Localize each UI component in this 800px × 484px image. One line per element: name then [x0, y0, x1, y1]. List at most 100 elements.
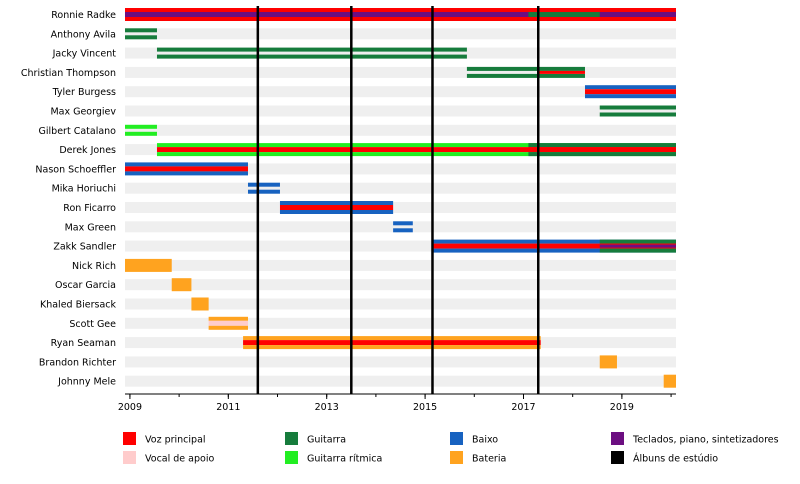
legend-label: Álbuns de estúdio — [633, 453, 718, 465]
member-name: Tyler Burgess — [52, 87, 116, 98]
member-name: Anthony Avila — [51, 29, 116, 40]
span-stripe-middle — [125, 166, 248, 172]
member-name: Oscar Garcia — [55, 280, 116, 291]
member-span — [466, 66, 585, 78]
legend-swatch — [611, 451, 624, 464]
member-span — [599, 244, 676, 248]
member-span — [279, 201, 394, 214]
legend-label: Voz principal — [145, 435, 206, 446]
span-bar — [663, 374, 676, 388]
span-stripe-top — [466, 66, 585, 71]
legend-item: Voz principal — [123, 432, 206, 446]
member-span — [125, 258, 172, 272]
span-stripe-thin — [538, 70, 585, 74]
span-stripe-top — [125, 8, 676, 12]
span-stripe-middle — [208, 320, 248, 326]
member-span — [191, 297, 209, 311]
span-stripe-top — [156, 143, 677, 148]
legend-swatch — [450, 451, 463, 464]
member-span — [208, 316, 248, 330]
row-band — [125, 298, 676, 310]
x-axis: 2009 2011 2013 2015 2017 2019 — [118, 393, 676, 413]
span-stripe-middle — [584, 89, 676, 95]
row-band — [125, 317, 676, 329]
row-band — [125, 124, 676, 136]
member-name: Derek Jones — [59, 145, 116, 156]
row-band — [125, 86, 676, 98]
member-span — [125, 8, 676, 21]
album-line — [350, 6, 353, 394]
legend-label: Bateria — [472, 454, 506, 465]
span-stripe-middle — [528, 12, 600, 17]
legend-label: Guitarra rítmica — [307, 454, 382, 465]
span-bar — [191, 297, 209, 311]
span-stripe-top — [125, 28, 157, 33]
member-name: Johnny Mele — [57, 377, 116, 388]
span-stripe-bottom — [466, 73, 585, 78]
legend-item: Baixo — [450, 432, 498, 446]
row-band — [125, 221, 676, 233]
row-band — [125, 28, 676, 40]
legend-item: Teclados, piano, sintetizadores — [611, 432, 779, 446]
member-name: Jacky Vincent — [52, 49, 117, 60]
legend-item: Guitarra rítmica — [285, 451, 382, 465]
row-band — [125, 47, 676, 59]
legend-label: Vocal de apoio — [145, 454, 214, 465]
member-span — [125, 28, 157, 40]
member-name: Khaled Biersack — [40, 300, 117, 311]
album-line — [256, 6, 260, 394]
legend-swatch — [450, 432, 463, 445]
member-span — [599, 105, 676, 117]
row-band — [125, 375, 676, 387]
span-stripe-bottom — [599, 248, 676, 253]
legend-item: Álbuns de estúdio — [611, 451, 718, 465]
legend-label: Teclados, piano, sintetizadores — [632, 435, 779, 446]
span-stripe-top — [599, 239, 676, 244]
row-band — [125, 105, 676, 117]
span-bar — [599, 355, 617, 369]
legend-swatch — [123, 432, 136, 445]
legend-swatch — [611, 432, 624, 445]
row-band — [125, 356, 676, 368]
member-name: Nason Schoeffler — [35, 164, 116, 175]
legend-swatch — [285, 451, 298, 464]
member-name: Scott Gee — [69, 319, 116, 330]
row-band — [125, 279, 676, 291]
span-stripe-middle — [156, 147, 677, 153]
legend-swatch — [285, 432, 298, 445]
legend-label: Guitarra — [307, 435, 346, 446]
member-span — [584, 85, 676, 99]
span-stripe-bottom — [528, 17, 600, 21]
row-band — [125, 240, 676, 252]
span-stripe-bottom — [279, 210, 394, 214]
span-stripe-bottom — [156, 54, 467, 59]
span-stripe-top — [393, 221, 413, 226]
member-name: Christian Thompson — [21, 68, 116, 79]
member-spans — [125, 8, 677, 388]
legend: Voz principal Vocal de apoio Guitarra Guita… — [123, 432, 779, 465]
span-stripe-middle — [279, 205, 394, 210]
member-span — [528, 143, 676, 157]
span-bar — [125, 258, 172, 272]
span-stripe-bottom — [208, 325, 248, 330]
legend-swatch — [123, 451, 136, 464]
span-stripe-top — [528, 143, 676, 148]
legend-item: Vocal de apoio — [123, 451, 214, 465]
member-span — [247, 182, 280, 194]
x-tick-label: 2017 — [511, 402, 535, 413]
member-span — [171, 278, 192, 292]
span-stripe-top — [156, 47, 467, 52]
span-stripe-top — [208, 316, 248, 321]
x-tick-label: 2009 — [118, 402, 142, 413]
member-span — [156, 47, 467, 59]
span-stripe-bottom — [156, 152, 677, 157]
span-stripe-middle — [125, 12, 676, 17]
span-stripe-bottom — [125, 171, 248, 176]
member-span — [243, 336, 541, 350]
span-stripe-top — [279, 201, 394, 205]
member-span — [393, 221, 413, 233]
row-band — [125, 182, 676, 194]
member-name: Brandon Richter — [39, 357, 116, 368]
x-tick-label: 2013 — [315, 402, 339, 413]
